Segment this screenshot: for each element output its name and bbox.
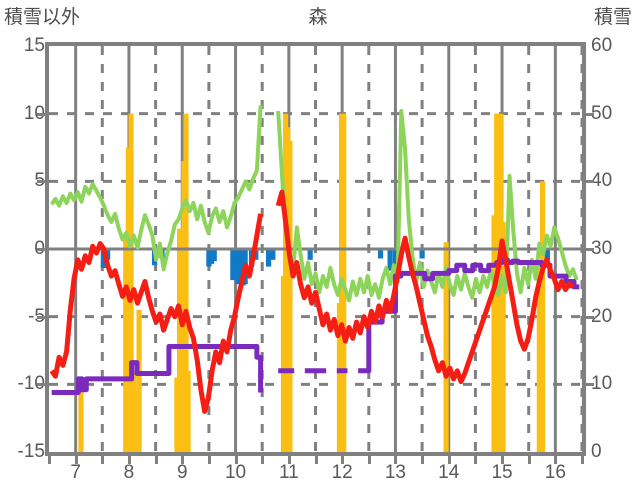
x-axis-tick-11: 11 (278, 462, 299, 483)
page-title: 森 (308, 7, 328, 28)
x-axis-tick-8: 8 (123, 462, 135, 483)
left-axis-tick-10: 10 (23, 102, 45, 124)
right-tickmark (586, 112, 594, 116)
bottom-tickmark (367, 456, 371, 464)
x-axis-tick-12: 12 (331, 462, 353, 483)
right-axis-tick-30: 30 (591, 238, 613, 259)
bottom-tickmark (474, 456, 478, 464)
left-axis-tick-15: 15 (23, 35, 45, 56)
right-axis-tick-20: 20 (591, 305, 613, 327)
bottom-tickmark (74, 456, 78, 464)
x-axis-tick-9: 9 (176, 462, 188, 483)
bottom-tickmark (181, 456, 185, 464)
bottom-tickmark (447, 456, 451, 464)
chart-canvas (49, 46, 582, 452)
left-tickmark (37, 180, 45, 184)
right-tickmark (586, 383, 594, 387)
bottom-tickmark (581, 456, 584, 464)
bottom-tickmark (127, 456, 131, 464)
max-temp-line (50, 105, 579, 303)
right-axis-tick-60: 60 (591, 35, 613, 56)
x-axis-tick-13: 13 (384, 462, 407, 483)
right-axis-tick-0: 0 (591, 441, 602, 462)
bottom-tickmark (527, 456, 531, 464)
left-tickmark (37, 383, 45, 387)
bottom-tickmark (154, 456, 158, 464)
bottom-tickmark (48, 456, 51, 464)
snow-depth-line (51, 257, 580, 395)
bottom-tickmark (394, 456, 398, 464)
right-tickmark (586, 180, 594, 184)
right-axis-tick-50: 50 (591, 102, 613, 124)
right-tickmark (586, 315, 594, 319)
left-tickmark (37, 315, 45, 319)
bottom-tickmark (101, 456, 105, 464)
bottom-tickmark (554, 456, 558, 464)
left-axis-tick--10: -10 (17, 373, 45, 395)
bottom-tickmark (207, 456, 211, 464)
min-temp-line (49, 189, 575, 414)
bottom-tickmark (287, 456, 291, 464)
x-axis-tick-15: 15 (491, 462, 513, 483)
bottom-tickmark (421, 456, 425, 464)
x-axis-tick-10: 10 (224, 462, 247, 483)
bottom-tickmark (341, 456, 345, 464)
left-axis-tick--5: -5 (1, 306, 45, 328)
bottom-tickmark (501, 456, 505, 464)
right-axis-title: 積雪 (593, 7, 632, 28)
right-tickmark (586, 248, 594, 251)
x-axis-tick-14: 14 (438, 462, 460, 483)
bottom-tickmark (314, 456, 318, 464)
left-axis-title: 積雪以外 (4, 7, 81, 28)
left-tickmark (37, 112, 45, 116)
chart-plot-area (45, 42, 586, 456)
bottom-tickmark (261, 456, 265, 464)
right-axis-tick-10: 10 (591, 373, 613, 395)
x-axis-tick-16: 16 (544, 462, 566, 483)
x-axis-tick-7: 7 (70, 462, 81, 483)
left-tickmark (37, 248, 45, 251)
right-axis-tick-40: 40 (591, 170, 613, 192)
left-axis-tick--15: -15 (17, 441, 45, 462)
bottom-tickmark (234, 456, 238, 464)
